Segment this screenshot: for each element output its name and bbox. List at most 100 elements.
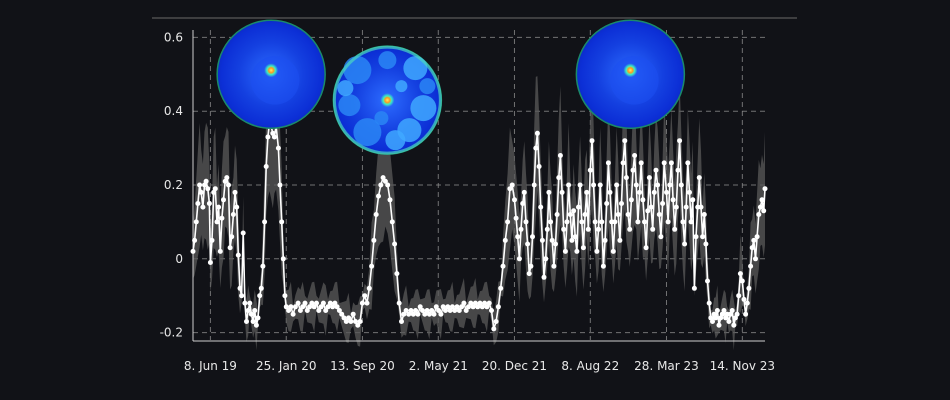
data-point: [295, 300, 301, 306]
data-point: [234, 204, 240, 210]
data-point: [369, 263, 375, 269]
data-point: [221, 197, 226, 203]
data-point: [280, 256, 286, 262]
data-point: [749, 245, 755, 251]
data-point: [751, 237, 757, 243]
data-point: [461, 300, 467, 306]
data-point: [318, 304, 324, 310]
data-point: [454, 304, 460, 310]
data-point: [466, 304, 471, 310]
data-point: [232, 189, 238, 195]
data-point: [638, 160, 644, 166]
data-point: [197, 182, 203, 188]
data-point: [677, 138, 683, 144]
data-point: [539, 237, 545, 243]
data-point: [353, 319, 358, 324]
data-point: [219, 215, 225, 221]
data-point: [470, 304, 476, 310]
y-tick-label: 0.6: [164, 30, 183, 44]
data-point: [650, 226, 656, 232]
data-point: [683, 204, 689, 210]
data-point: [323, 308, 329, 313]
data-point: [566, 182, 572, 188]
data-point: [525, 241, 531, 247]
data-point: [307, 304, 313, 310]
data-point: [420, 308, 425, 313]
data-point: [531, 182, 537, 188]
data-point: [673, 204, 679, 210]
data-point: [614, 182, 620, 188]
data-point: [642, 219, 647, 225]
data-point: [200, 204, 206, 210]
data-point: [346, 315, 352, 321]
data-point: [648, 204, 654, 210]
data-point: [209, 237, 215, 243]
data-point: [424, 308, 430, 313]
data-point: [587, 167, 593, 173]
data-point: [239, 293, 245, 299]
data-point: [378, 182, 384, 188]
data-point: [373, 212, 379, 217]
data-point: [564, 219, 570, 225]
data-point: [661, 160, 667, 166]
data-point: [546, 189, 552, 195]
data-point: [538, 204, 544, 210]
data-point: [643, 245, 649, 251]
data-point: [248, 311, 254, 317]
data-point: [655, 182, 661, 188]
data-point: [436, 308, 442, 313]
data-point: [479, 304, 485, 310]
data-point: [658, 234, 664, 240]
data-point: [380, 175, 386, 181]
data-point: [741, 296, 747, 302]
data-point: [350, 311, 356, 317]
data-point: [229, 234, 235, 240]
data-point: [217, 248, 223, 254]
data-point: [216, 204, 222, 210]
data-point: [594, 248, 600, 254]
data-point: [592, 219, 598, 225]
data-point: [576, 204, 581, 210]
data-point: [574, 248, 580, 254]
data-point: [562, 248, 568, 254]
data-point: [585, 226, 591, 232]
data-point: [193, 219, 199, 225]
thumbnail-image: [575, 19, 686, 130]
data-point: [737, 271, 743, 277]
data-point: [283, 304, 289, 310]
data-point: [660, 201, 666, 206]
data-point: [277, 182, 283, 188]
data-point: [288, 304, 294, 310]
data-point: [260, 263, 266, 269]
data-point: [548, 219, 554, 225]
data-point: [507, 186, 513, 192]
data-point: [554, 212, 560, 217]
data-point: [286, 308, 292, 313]
data-point: [703, 241, 709, 247]
data-point: [561, 226, 567, 232]
data-point: [408, 308, 414, 313]
data-point: [515, 234, 521, 240]
data-point: [582, 212, 588, 217]
data-point: [696, 175, 702, 181]
data-point: [314, 300, 319, 306]
data-point: [330, 304, 336, 310]
data-point: [463, 308, 469, 313]
data-point: [300, 304, 306, 310]
data-point: [553, 241, 558, 247]
data-point: [726, 319, 732, 324]
data-point: [309, 300, 315, 306]
data-point: [739, 278, 745, 284]
data-point: [513, 215, 519, 221]
data-point: [610, 248, 616, 254]
thumbnail-image: [216, 19, 326, 130]
data-point: [417, 304, 423, 310]
data-point: [495, 304, 501, 310]
data-point: [227, 245, 233, 251]
data-point: [544, 226, 550, 232]
data-point: [672, 226, 678, 232]
data-point: [443, 308, 448, 313]
data-point: [721, 308, 727, 313]
data-point: [206, 201, 212, 206]
data-point: [625, 212, 631, 217]
